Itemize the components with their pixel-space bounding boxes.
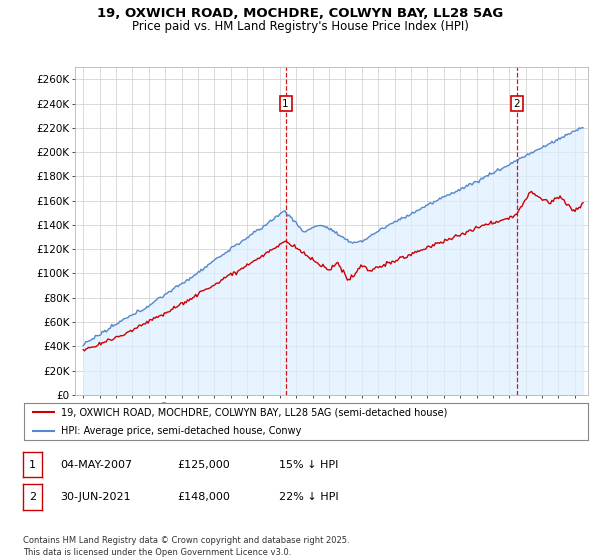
Text: 2: 2 xyxy=(29,492,36,502)
Text: 1: 1 xyxy=(29,460,36,469)
Text: HPI: Average price, semi-detached house, Conwy: HPI: Average price, semi-detached house,… xyxy=(61,426,301,436)
Text: 04-MAY-2007: 04-MAY-2007 xyxy=(60,460,132,469)
Text: Contains HM Land Registry data © Crown copyright and database right 2025.
This d: Contains HM Land Registry data © Crown c… xyxy=(23,536,349,557)
Text: 19, OXWICH ROAD, MOCHDRE, COLWYN BAY, LL28 5AG (semi-detached house): 19, OXWICH ROAD, MOCHDRE, COLWYN BAY, LL… xyxy=(61,407,447,417)
Text: £125,000: £125,000 xyxy=(177,460,230,469)
Text: 2: 2 xyxy=(514,99,520,109)
Text: 15% ↓ HPI: 15% ↓ HPI xyxy=(279,460,338,469)
Text: 1: 1 xyxy=(282,99,289,109)
Text: 30-JUN-2021: 30-JUN-2021 xyxy=(60,492,131,502)
Text: Price paid vs. HM Land Registry's House Price Index (HPI): Price paid vs. HM Land Registry's House … xyxy=(131,20,469,32)
Text: £148,000: £148,000 xyxy=(177,492,230,502)
Text: 19, OXWICH ROAD, MOCHDRE, COLWYN BAY, LL28 5AG: 19, OXWICH ROAD, MOCHDRE, COLWYN BAY, LL… xyxy=(97,7,503,20)
Text: 22% ↓ HPI: 22% ↓ HPI xyxy=(279,492,338,502)
